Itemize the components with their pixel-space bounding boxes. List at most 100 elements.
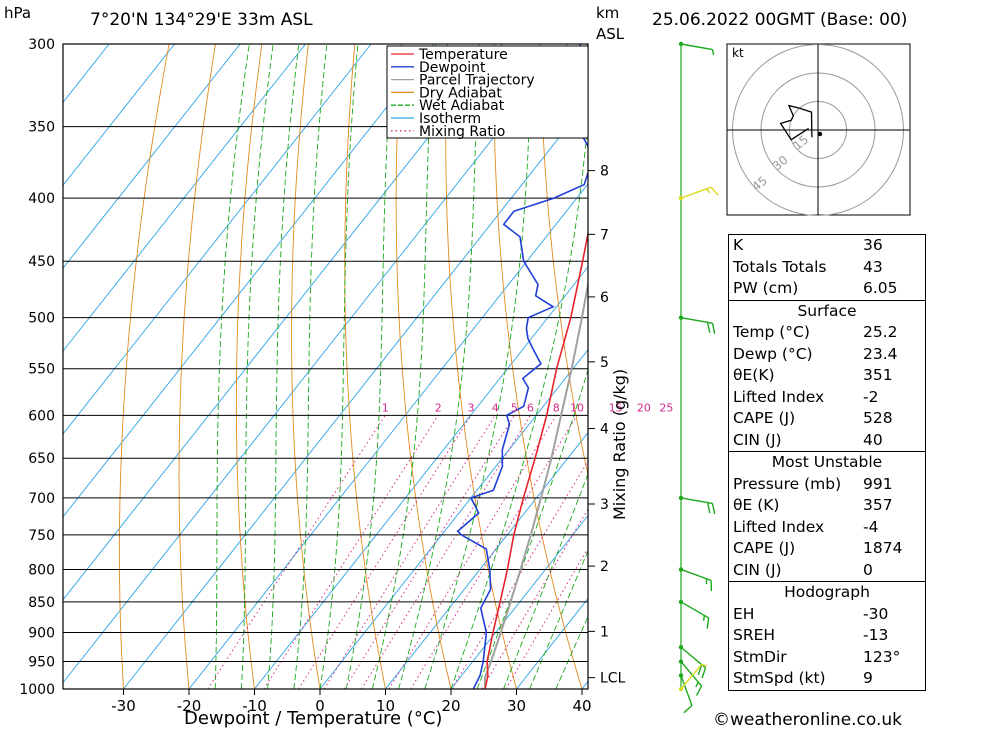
wind-barb xyxy=(680,568,712,582)
temperature-line xyxy=(484,229,588,689)
pressure-tick-label: 900 xyxy=(28,626,55,642)
legend-label: Temperature xyxy=(418,47,508,63)
wind-level-dot xyxy=(678,645,684,650)
surface-theta-e-value: 351 xyxy=(863,366,893,384)
wind-barb xyxy=(680,316,713,324)
most-unstable-title: Most Unstable xyxy=(771,453,883,471)
legend-label: Isotherm xyxy=(419,111,481,127)
temperature-tick-label: 40 xyxy=(572,697,591,715)
legend-label: Dewpoint xyxy=(419,60,486,76)
pressure-tick-label: 1000 xyxy=(19,682,55,698)
surface-cin-label: CIN (J) xyxy=(733,430,782,449)
wind-barb-flag xyxy=(701,667,707,679)
pw-value: 6.05 xyxy=(863,279,898,297)
wet-adiabat-line xyxy=(293,44,328,689)
dry-adiabat-line xyxy=(540,44,588,477)
stmdir-label: StmDir xyxy=(733,647,787,666)
isotherm-line xyxy=(123,100,588,689)
km-tick-label: LCL xyxy=(600,671,626,687)
pressure-unit-label: hPa xyxy=(4,4,32,22)
wind-barb xyxy=(680,43,713,51)
wind-barb-flag xyxy=(705,188,711,194)
wind-barb-flag xyxy=(711,49,715,55)
mixing-ratio-label: 1 xyxy=(382,401,389,414)
pw-row: PW (cm) 6.05 xyxy=(729,278,925,300)
parcel-trajectory-line xyxy=(483,279,588,689)
dry-adiabat-line xyxy=(235,44,263,689)
legend-label: Mixing Ratio xyxy=(419,124,505,140)
k-index-value: 36 xyxy=(863,236,883,254)
pressure-tick-label: 650 xyxy=(28,451,55,467)
dry-adiabat-line xyxy=(493,44,583,689)
pressure-tick-label: 700 xyxy=(28,491,55,507)
plot-frame xyxy=(62,43,589,690)
wet-adiabat-line xyxy=(476,368,588,689)
surface-dewp-value: 23.4 xyxy=(863,344,898,363)
mu-cape-label: CAPE (J) xyxy=(733,539,796,557)
km-tick-label: 3 xyxy=(600,497,609,513)
mu-cin-value: 0 xyxy=(863,560,873,579)
surface-temp-value: 25.2 xyxy=(863,323,898,341)
mixing-ratio-line xyxy=(343,415,515,689)
sreh-value: -13 xyxy=(863,626,889,644)
wind-level-dot xyxy=(678,599,684,605)
wind-barb xyxy=(680,675,693,706)
pressure-tick-label: 850 xyxy=(28,595,55,611)
wind-barb-flag xyxy=(711,323,716,334)
mu-pressure-value: 991 xyxy=(863,474,893,493)
stmspd-value: 9 xyxy=(863,669,873,687)
storm-motion-dot xyxy=(817,131,823,137)
surface-cin-value: 40 xyxy=(863,430,883,449)
mixing-ratio-line xyxy=(298,415,472,689)
hodograph-stats-title: Hodograph xyxy=(784,583,870,601)
km-tick-label: 1 xyxy=(600,624,609,640)
mixing-ratio-label: 15 xyxy=(609,401,623,414)
hodograph-trace xyxy=(779,104,813,141)
isotherm-line xyxy=(385,431,588,689)
k-index-row: K 36 xyxy=(729,235,925,257)
temperature-tick-label: 10 xyxy=(376,697,395,715)
surface-lifted-label: Lifted Index xyxy=(733,387,825,406)
location-label: 7°20'N 134°29'E 33m ASL xyxy=(90,10,313,30)
mu-theta-e-value: 357 xyxy=(863,496,893,514)
pressure-tick-label: 550 xyxy=(28,362,55,378)
mixing-ratio-label: 20 xyxy=(637,401,651,414)
mixing-ratio-axis-title: Mixing Ratio (g/kg) xyxy=(610,368,629,520)
wind-barb-flag xyxy=(710,186,719,196)
datetime-label: 25.06.2022 00GMT (Base: 00) xyxy=(652,10,908,30)
km-tick-label: 5 xyxy=(600,355,609,371)
wet-adiabat-line xyxy=(424,44,533,689)
dry-adiabat-line xyxy=(956,35,1000,689)
dry-adiabat-line xyxy=(395,44,452,689)
surface-lifted-value: -2 xyxy=(863,387,879,406)
isotherm-line xyxy=(63,44,503,601)
mu-theta-e-label: θE (K) xyxy=(733,496,780,514)
indices-table: K 36 Totals Totals 43 PW (cm) 6.05 Surface … xyxy=(728,234,926,691)
pressure-tick-label: 500 xyxy=(28,311,55,327)
wind-level-dot xyxy=(678,495,684,501)
wind-barb-flag xyxy=(706,617,710,629)
isotherm-line xyxy=(450,514,588,689)
mu-cin-label: CIN (J) xyxy=(733,560,782,579)
wet-adiabat-line xyxy=(267,44,300,689)
wind-barb-flag xyxy=(706,502,711,514)
wind-barb xyxy=(680,661,703,687)
dry-adiabat-line xyxy=(291,44,321,689)
wet-adiabat-line xyxy=(555,615,588,689)
temperature-tick-label: -20 xyxy=(177,697,202,715)
legend-label: Parcel Trajectory xyxy=(419,73,535,89)
wind-barb-flag xyxy=(695,681,699,688)
wind-barb-flag xyxy=(697,664,703,676)
isotherm-line xyxy=(188,183,588,689)
mu-lifted-value: -4 xyxy=(863,517,879,536)
km-unit-label: km xyxy=(596,4,620,22)
isotherm-line xyxy=(63,44,241,269)
dewpoint-line xyxy=(456,44,588,689)
wind-barb xyxy=(680,186,712,199)
wind-barb-flag xyxy=(701,663,707,667)
stmspd-label: StmSpd (kt) xyxy=(733,669,826,687)
wet-adiabat-line xyxy=(240,44,274,689)
